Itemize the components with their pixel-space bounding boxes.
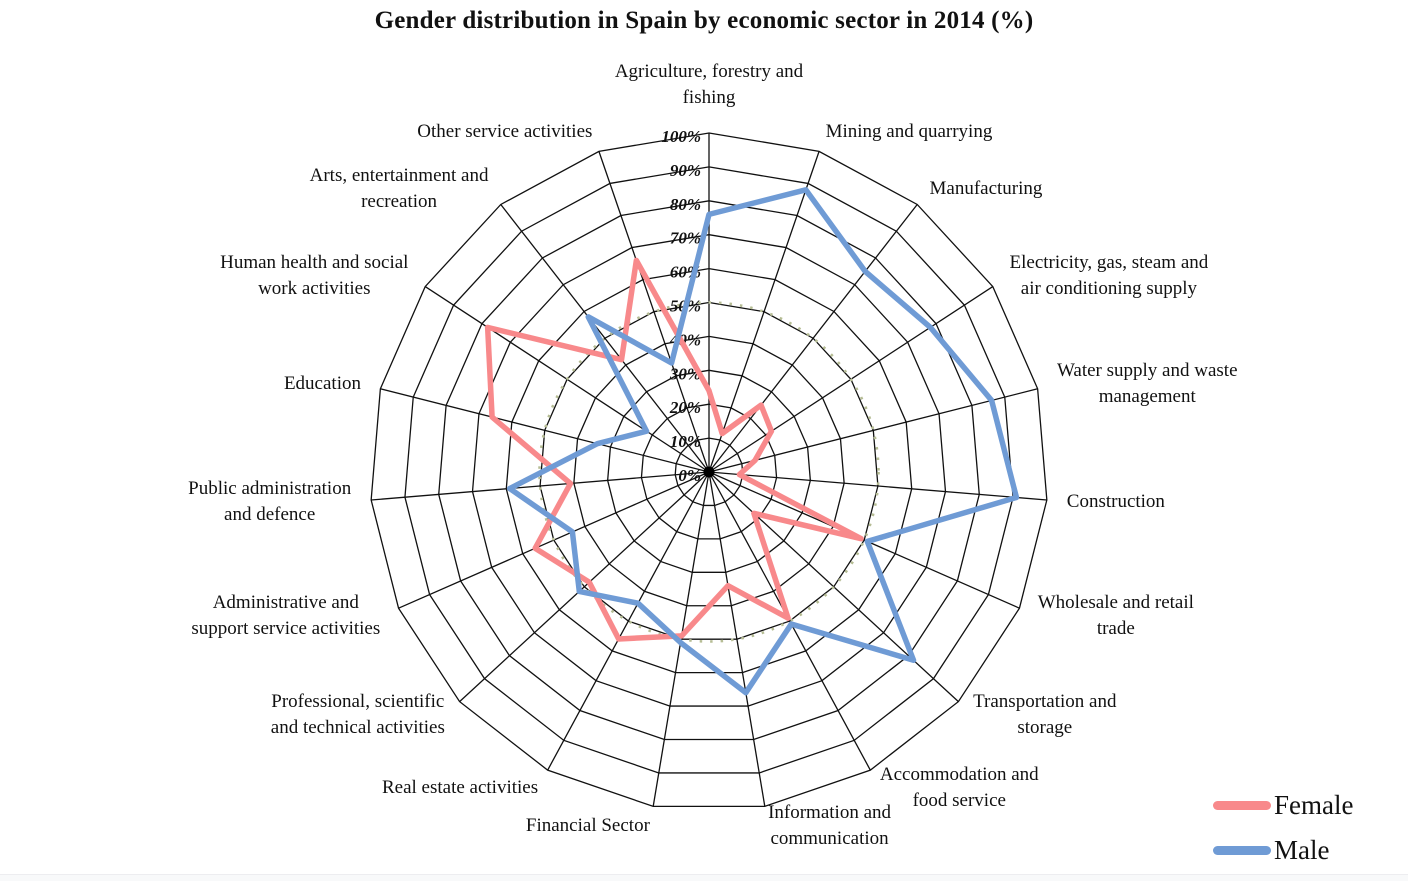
sector-label-line: Construction [1066,490,1165,512]
sector-label-line: storage [1017,717,1073,739]
grid-spoke [708,388,1038,473]
center-hub [703,466,715,478]
sector-label-line: and defence [224,503,316,525]
sector-label: Real estate activities [382,775,538,801]
sector-label-line: Public administration [188,477,352,499]
tick-label: 10% [670,432,701,451]
sector-label-line: support service activities [191,618,381,640]
sector-label: Arts, entertainment and recreation [310,163,489,215]
grid-spoke [708,151,820,473]
chart-title: Gender distribution in Spain by economic… [374,7,1034,34]
tick-label: 70% [670,229,701,248]
tick-label: 0% [678,466,701,485]
sector-label-line: Electricity, gas, steam and [1009,251,1209,273]
sector-label-line: food service [912,789,1006,811]
female-series-swatch [1213,800,1271,810]
sector-label-line: management [1098,385,1196,407]
legend-label-female: Female [1274,789,1354,820]
sector-label-line: Real estate activities [381,776,539,798]
sector-label-line: Wholesale and retail [1037,592,1194,614]
grid-ring [505,267,913,674]
sector-label-line: Water supply and waste [1057,359,1238,381]
sector-label-line: work activities [258,277,371,299]
sector-label: Other service activities [417,119,592,145]
sector-label-line: Other service activities [417,121,593,143]
sector-label: Manufacturing [930,176,1043,202]
grid-spoke [371,471,710,501]
sector-label-line: fishing [682,87,736,108]
sector-label-line: Human health and social [220,251,409,273]
sector-label: Administrative and support service activi… [191,590,380,642]
sector-label-line: Administrative and [212,592,359,614]
grid-spoke [708,471,766,807]
sector-label: Construction [1067,489,1165,515]
sector-label: Human health and social work activities [220,250,408,302]
sector-label: Financial Sector [526,813,650,839]
sector-label: Education [284,371,361,397]
sector-label: Transportation and storage [973,689,1116,741]
legend: Female Male [1213,788,1353,878]
grid-spoke [708,471,1020,609]
sector-label-line: air conditioning supply [1020,277,1198,299]
tick-label: 100% [661,127,701,146]
legend-row-female: Female [1213,788,1353,822]
grid-spoke [708,471,1047,501]
grid-spoke [547,471,710,771]
male-series-swatch [1213,845,1271,855]
legend-row-male: Male [1213,833,1353,867]
sector-label: Agriculture, forestry and fishing [615,59,803,111]
sector-label-line: Agriculture, forestry and [614,61,804,82]
sector-label: Wholesale and retail trade [1038,590,1194,642]
sector-label-line: Professional, scientific [271,691,445,713]
grid-ring [471,234,947,707]
sector-label-line: communication [770,828,889,850]
series-line-male [506,187,1020,696]
tick-label: 20% [669,398,701,417]
sector-label-line: Mining and quarrying [825,121,993,143]
sector-label-line: Manufacturing [929,177,1043,199]
legend-label-male: Male [1274,834,1330,865]
grid-ring [606,369,812,573]
sector-label-line: Accommodation and [879,763,1039,785]
sector-label: Professional, scientific and technical ac… [271,689,445,741]
sector-label-line: and technical activities [270,717,445,739]
sector-label: Accommodation and food service [880,762,1039,814]
sector-label: Electricity, gas, steam and air condition… [1010,250,1209,302]
reference-circle-50pct [538,301,880,643]
tick-label: 80% [670,195,701,214]
sector-label-line: Information and [768,802,892,824]
sector-label: Public administration and defence [188,476,351,528]
tick-label: 90% [670,161,701,180]
sector-label-line: recreation [361,190,438,212]
grid-spoke [380,388,710,473]
grid-spoke [708,204,918,473]
sector-label: Water supply and waste management [1057,358,1238,410]
tick-label: 30% [669,364,701,383]
sector-label-line: Transportation and [973,691,1117,713]
sector-label: Information and communication [768,800,891,852]
grid-ring [370,132,1048,808]
grid-ring [404,166,1014,774]
grid-spoke [708,471,871,771]
bottom-page-edge [0,874,1408,881]
grid-spoke [500,204,710,473]
sector-label-line: Arts, entertainment and [309,164,489,186]
sector-label-line: Financial Sector [525,815,650,837]
grid-ring [674,437,744,507]
grid-spoke [598,151,710,473]
sector-label-line: trade [1096,618,1135,640]
series-line-female [484,257,864,642]
grid-spoke [459,471,710,703]
sector-label-line: Education [283,372,361,394]
sector-label: Mining and quarrying [826,119,993,145]
